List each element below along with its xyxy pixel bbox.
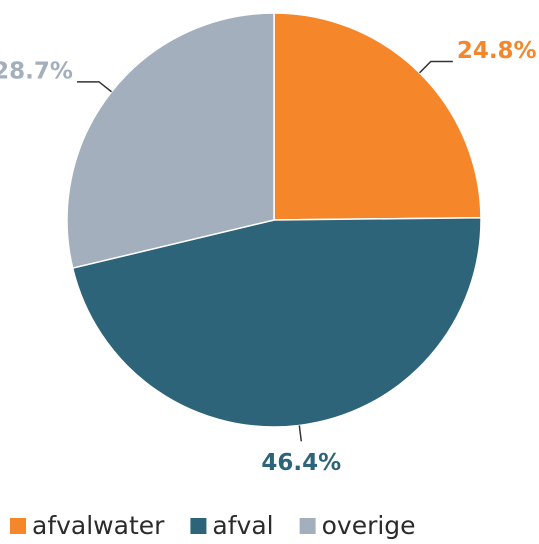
value-label: 24.8% bbox=[457, 38, 537, 64]
legend-label: overige bbox=[322, 511, 416, 540]
value-label: 46.4% bbox=[261, 450, 341, 476]
legend-swatch bbox=[10, 518, 26, 534]
value-label: 28.7% bbox=[0, 58, 73, 84]
legend-label: afval bbox=[212, 511, 273, 540]
leader-line bbox=[419, 60, 453, 74]
leader-line bbox=[298, 425, 303, 442]
pie-slice bbox=[273, 12, 482, 221]
legend-label: afvalwater bbox=[32, 511, 165, 540]
legend-swatch bbox=[299, 518, 316, 534]
legend-swatch bbox=[190, 518, 207, 534]
leader-line bbox=[76, 81, 112, 93]
pie-slice bbox=[71, 216, 482, 428]
pie-slice bbox=[66, 12, 275, 269]
